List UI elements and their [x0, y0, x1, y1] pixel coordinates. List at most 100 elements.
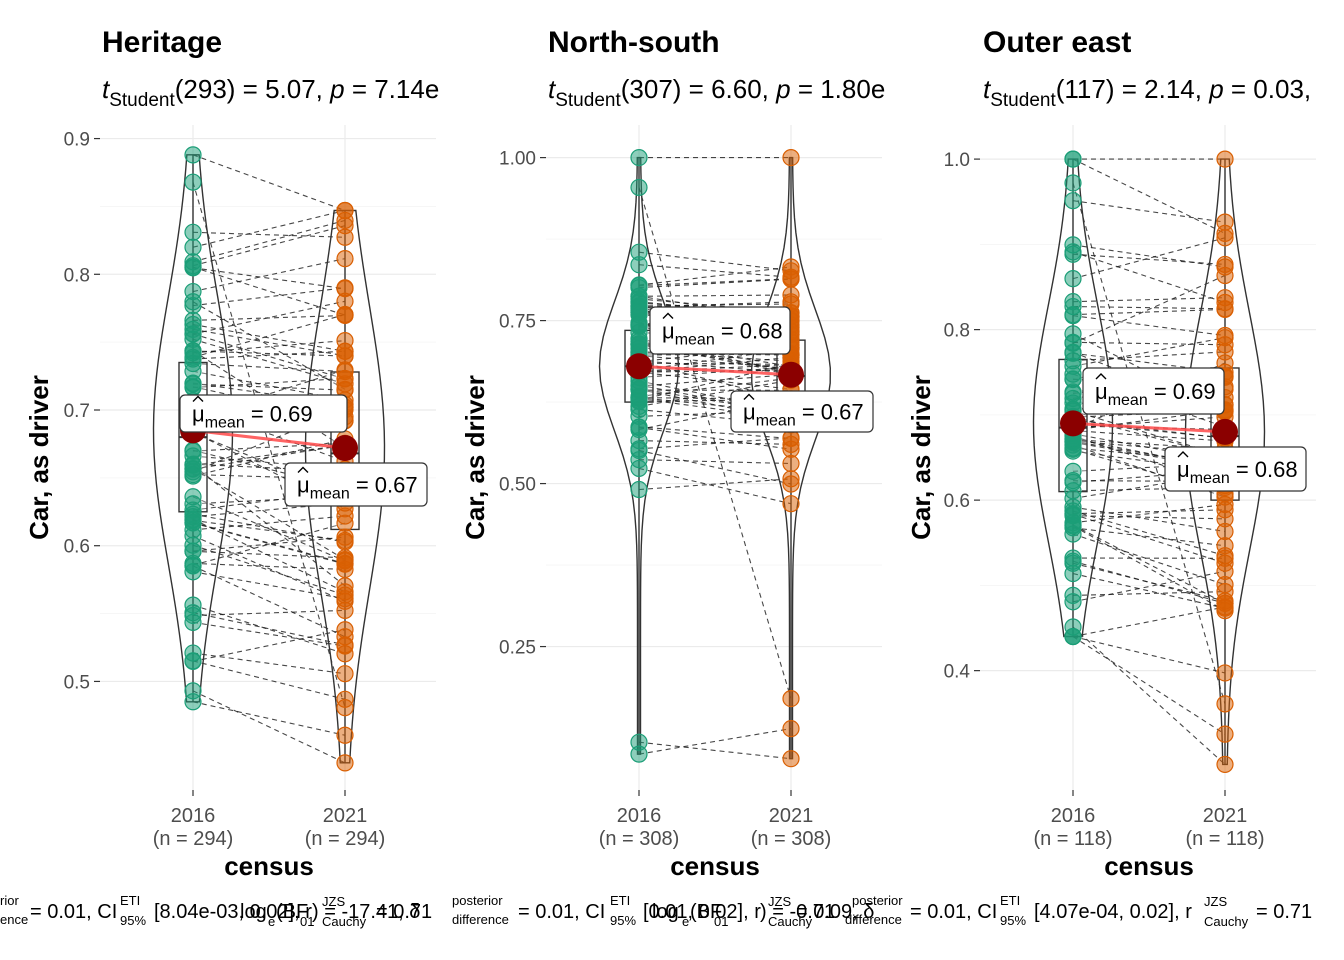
mean-point-2016 — [1060, 410, 1086, 437]
point-2021 — [336, 280, 354, 298]
panel-outer-east: Outer east tStudent(117) = 2.14, p = 0.03… — [906, 26, 1316, 881]
y-tick-label: 0.25 — [499, 638, 536, 659]
paired-line — [1072, 509, 1226, 515]
point-2016 — [630, 178, 648, 197]
paired-line — [1072, 315, 1226, 337]
caption-fragment: difference — [452, 912, 509, 927]
paired-line — [192, 328, 346, 357]
paired-line — [192, 225, 346, 267]
point-2016 — [184, 442, 202, 460]
paired-line — [1072, 308, 1226, 316]
caption-fragment: 95% — [610, 913, 636, 928]
point-2021 — [336, 699, 354, 717]
point-2016 — [630, 316, 648, 334]
paired-line — [192, 314, 346, 321]
x-tick-label: 2021 — [323, 805, 368, 827]
hat-mark — [743, 393, 755, 400]
paired-line — [638, 343, 792, 374]
paired-line — [638, 478, 792, 491]
point-2016 — [1064, 384, 1082, 403]
paired-line — [638, 264, 792, 278]
point-2016 — [1064, 236, 1082, 254]
y-tick-label: 1.00 — [499, 149, 536, 170]
paired-lines — [192, 154, 346, 764]
x-count-label: (n = 118) — [1185, 828, 1264, 850]
point-2021 — [1216, 329, 1234, 347]
data-points — [184, 146, 354, 772]
paired-line — [1072, 158, 1226, 234]
point-2016 — [184, 465, 202, 484]
point-2016 — [630, 431, 648, 450]
point-2021 — [336, 342, 354, 360]
panel-title: Heritage — [102, 26, 222, 59]
caption-fragment: ETI — [1000, 893, 1020, 908]
paired-line — [192, 444, 346, 470]
paired-line — [638, 187, 792, 699]
paired-line — [192, 621, 346, 647]
hat-mark — [297, 466, 309, 473]
x-count-label: (n = 294) — [153, 828, 234, 850]
paired-line — [192, 258, 346, 293]
paired-line — [1072, 341, 1226, 346]
paired-line — [1072, 513, 1226, 564]
y-tick-label: 1.0 — [944, 150, 970, 171]
point-2016 — [184, 259, 202, 277]
mean-label-2021: μmean = 0.67 — [730, 390, 874, 433]
point-2016 — [630, 332, 648, 351]
caption-fragment: ) = -0.71 — [760, 901, 835, 923]
x-tick-label: 2021 — [769, 805, 814, 827]
paired-line — [192, 612, 346, 646]
y-axis-label: Car, as driver — [460, 375, 490, 540]
y-tick-label: 0.8 — [944, 321, 970, 342]
paired-line — [192, 350, 346, 360]
paired-line — [192, 377, 346, 389]
caption-fragment: 01 — [714, 914, 728, 929]
point-2021 — [782, 435, 800, 454]
point-2016 — [1064, 150, 1082, 168]
point-2016 — [184, 596, 202, 614]
paired-line — [192, 515, 346, 531]
caption-fragment: ETI — [120, 893, 140, 908]
paired-line — [1072, 337, 1226, 367]
y-tick-label: 0.9 — [64, 130, 90, 151]
point-2016 — [630, 459, 648, 478]
paired-line — [638, 427, 792, 450]
mean-label-2016: μmean = 0.69 — [1082, 367, 1225, 415]
point-2021 — [336, 665, 354, 683]
paired-line — [1072, 422, 1226, 439]
caption-fragment: [0.01, 0.02], r — [643, 901, 761, 923]
paired-line — [1072, 503, 1226, 524]
caption-fragment: = 0.71 — [1256, 901, 1312, 923]
point-2021 — [782, 454, 800, 473]
paired-line — [1072, 606, 1226, 638]
paired-line — [192, 536, 346, 552]
point-2021 — [336, 621, 354, 639]
paired-line — [192, 323, 346, 352]
mean-label-text: μmean = 0.68 — [662, 319, 783, 349]
point-2016 — [184, 315, 202, 334]
paired-line — [638, 344, 792, 371]
mean-line — [1072, 421, 1226, 434]
point-2021 — [782, 495, 800, 513]
mean-label-text: μmean = 0.69 — [1095, 379, 1216, 409]
paired-line — [1072, 244, 1226, 268]
point-2016 — [630, 733, 648, 751]
paired-line — [192, 690, 346, 764]
paired-line — [1072, 636, 1226, 674]
point-2021 — [782, 258, 800, 276]
paired-lines — [638, 157, 792, 760]
point-2021 — [782, 148, 800, 167]
y-tick-label: 0.7 — [64, 401, 90, 422]
point-2016 — [184, 682, 202, 700]
paired-line — [638, 362, 792, 365]
paired-line — [192, 629, 346, 662]
paired-line — [1072, 626, 1226, 765]
paired-line — [192, 609, 346, 617]
paired-line — [1072, 430, 1226, 442]
point-2016 — [184, 542, 202, 560]
mean-label-box — [1082, 367, 1225, 415]
paired-line — [1072, 525, 1226, 612]
point-2021 — [336, 552, 354, 570]
